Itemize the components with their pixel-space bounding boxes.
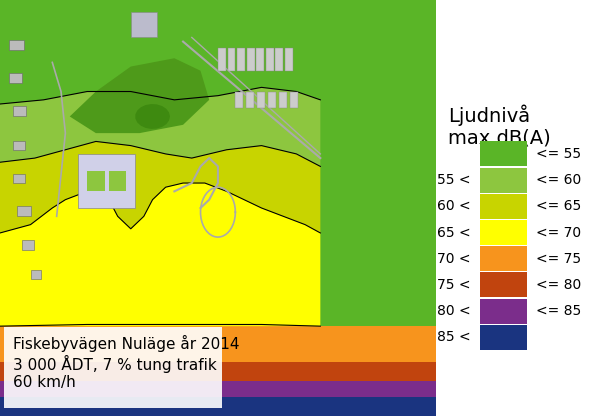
Polygon shape [0,87,320,166]
Text: 70 <: 70 < [437,252,470,266]
Bar [480,168,527,193]
Bar [480,299,527,324]
Text: 85 <: 85 < [437,330,470,344]
Bar [246,92,254,108]
Bar [130,12,157,37]
Bar [480,141,527,166]
Bar [256,48,264,71]
Bar [13,174,25,183]
Bar [266,48,274,71]
Bar [235,92,243,108]
Text: <= 70: <= 70 [537,225,582,240]
Text: <= 75: <= 75 [537,252,582,266]
Text: <= 65: <= 65 [537,199,582,213]
Bar [78,154,135,208]
Text: <= 85: <= 85 [537,304,582,318]
Bar [276,48,283,71]
Bar [480,325,527,350]
Bar [285,48,293,71]
Polygon shape [70,58,209,133]
Bar [0,381,436,397]
Bar [17,206,30,216]
Bar [0,326,436,362]
Bar [247,48,254,71]
Text: 55 <: 55 < [437,173,470,187]
Text: 80 <: 80 < [437,304,470,318]
Polygon shape [0,141,320,233]
Text: Fiskebyvägen Nuläge år 2014
3 000 ÅDT, 7 % tung trafik
60 km/h: Fiskebyvägen Nuläge år 2014 3 000 ÅDT, 7… [13,335,240,390]
Text: <= 80: <= 80 [537,278,582,292]
Bar [9,73,22,83]
Bar [22,240,34,250]
Bar [268,92,276,108]
Bar [13,141,25,150]
Text: 60 <: 60 < [437,199,470,213]
Bar [9,40,24,50]
Polygon shape [0,183,320,326]
Bar [480,272,527,297]
Bar [0,397,436,416]
Bar [290,92,298,108]
Text: Ljudnivå
max dB(A): Ljudnivå max dB(A) [448,104,551,148]
Bar [87,171,104,191]
Bar [109,171,126,191]
Bar [0,362,436,381]
Text: 75 <: 75 < [437,278,470,292]
Bar [480,246,527,271]
Polygon shape [135,104,170,129]
Bar [480,220,527,245]
Bar [13,106,26,116]
Bar [279,92,287,108]
Bar [257,92,265,108]
Text: <= 60: <= 60 [537,173,582,187]
Bar [218,48,226,71]
Text: <= 55: <= 55 [537,147,582,161]
Polygon shape [0,0,320,104]
Bar [237,48,245,71]
Text: 65 <: 65 < [437,225,470,240]
Bar [480,194,527,219]
FancyBboxPatch shape [4,327,222,408]
Bar [30,270,42,279]
Bar [228,48,235,71]
